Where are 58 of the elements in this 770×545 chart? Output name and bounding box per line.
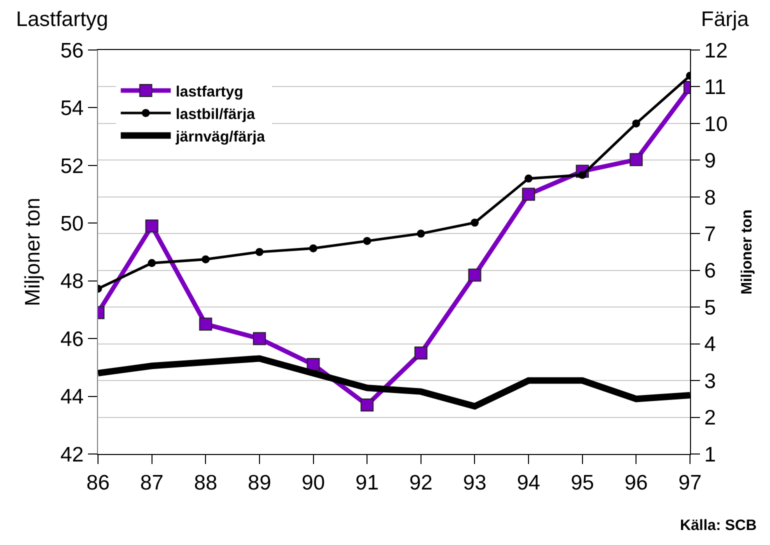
y-tick-label: 52 bbox=[60, 154, 84, 178]
y2-tick-label: 2 bbox=[704, 406, 716, 430]
y2-tick-label: 8 bbox=[704, 186, 716, 210]
text: Färja bbox=[701, 8, 750, 31]
legend-label: lastfartyg bbox=[176, 83, 244, 100]
x-tick-label: 90 bbox=[302, 471, 325, 494]
y-axis-title: Miljoner ton bbox=[21, 198, 44, 306]
y-tick-label: 50 bbox=[60, 212, 84, 236]
point bbox=[632, 119, 640, 128]
x-tick-label: 92 bbox=[409, 471, 433, 494]
y-tick-label: 48 bbox=[60, 270, 84, 294]
point bbox=[148, 259, 156, 268]
y2-tick-label: 3 bbox=[704, 370, 716, 393]
point bbox=[255, 248, 264, 256]
y2-tick-label: 4 bbox=[704, 333, 716, 356]
y-tick-label: 56 bbox=[60, 39, 84, 62]
point bbox=[306, 358, 320, 372]
x-tick-label: 88 bbox=[194, 471, 218, 494]
point bbox=[199, 318, 212, 331]
point bbox=[252, 332, 266, 346]
y-tick-label: 42 bbox=[60, 443, 84, 466]
y2-tick-label: 7 bbox=[704, 222, 716, 246]
x-tick-label: 86 bbox=[86, 471, 110, 494]
y2-tick-label: 12 bbox=[704, 39, 728, 62]
y2-tick-label: 6 bbox=[704, 260, 716, 283]
x-tick-label: 95 bbox=[570, 471, 594, 494]
x-tick-label: 87 bbox=[140, 471, 164, 494]
point bbox=[414, 346, 428, 360]
point bbox=[202, 255, 210, 264]
point bbox=[630, 153, 643, 166]
text: Källa: SCB bbox=[680, 517, 757, 534]
y-tick-label: 54 bbox=[60, 97, 84, 120]
legend-label: järnväg/färja bbox=[174, 128, 266, 146]
x-tick-label: 97 bbox=[678, 471, 702, 494]
x-tick-label: 93 bbox=[463, 471, 486, 494]
point bbox=[468, 268, 482, 282]
point bbox=[470, 218, 479, 227]
text: Lastfartyg bbox=[16, 8, 108, 31]
point bbox=[363, 236, 372, 245]
point bbox=[309, 244, 318, 252]
point bbox=[524, 174, 533, 183]
legend-label: lastbil/färja bbox=[176, 106, 256, 123]
y2-axis-title: Miljoner ton bbox=[738, 210, 756, 294]
y2-tick-label: 11 bbox=[704, 76, 726, 100]
y-tick-label: 46 bbox=[60, 328, 84, 351]
y2-tick-label: 9 bbox=[704, 150, 716, 173]
point bbox=[522, 188, 536, 201]
x-tick-label: 89 bbox=[248, 471, 272, 494]
y2-tick-label: 1 bbox=[704, 443, 716, 466]
y-tick-label: 44 bbox=[60, 386, 84, 409]
point bbox=[145, 220, 158, 233]
x-tick-label: 94 bbox=[516, 471, 541, 494]
x-tick-label: 91 bbox=[355, 471, 379, 494]
point bbox=[360, 398, 374, 412]
x-tick-label: 96 bbox=[624, 471, 648, 494]
y2-tick-label: 5 bbox=[704, 296, 716, 320]
y2-tick-label: 10 bbox=[704, 112, 728, 136]
point bbox=[416, 230, 425, 238]
